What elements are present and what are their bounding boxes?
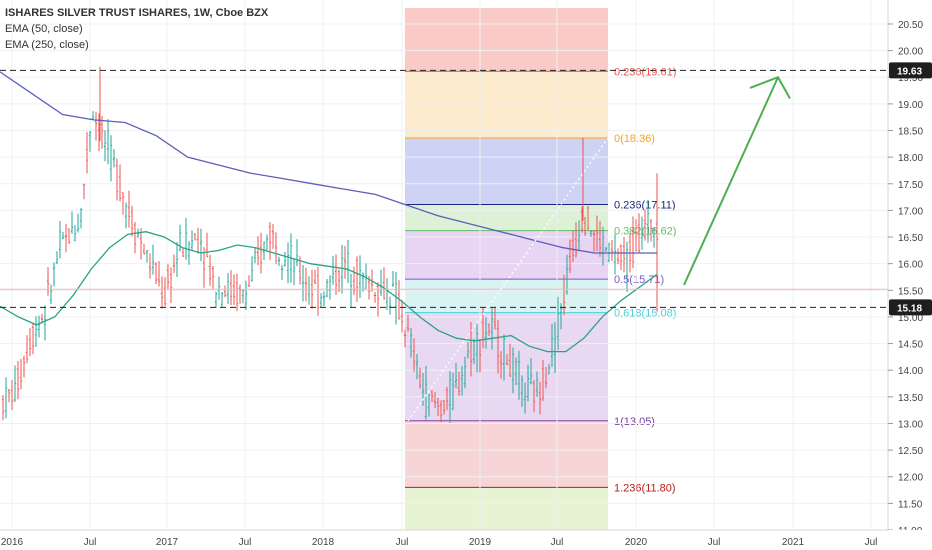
time-tick-label: Jul <box>865 537 878 548</box>
time-tick-label: 2020 <box>625 537 648 548</box>
ema-lines <box>0 71 658 353</box>
price-tick-label: 18.50 <box>898 127 923 138</box>
price-label-text: 15.18 <box>897 303 922 314</box>
price-tick-label: 20.00 <box>898 47 923 58</box>
fib-level-label: 0(18.36) <box>614 133 655 145</box>
price-axis-bg <box>888 0 932 550</box>
price-tick-label: 15.50 <box>898 286 923 297</box>
fib-level-label: 1(13.05) <box>614 416 655 428</box>
time-tick-label: Jul <box>84 537 97 548</box>
price-tick-label: 12.00 <box>898 473 923 484</box>
time-tick-label: 2021 <box>782 537 805 548</box>
fib-band <box>405 137 608 205</box>
projection-arrow-head <box>749 76 791 100</box>
fib-band <box>405 71 608 138</box>
fib-band <box>405 420 608 488</box>
time-axis-bg <box>0 530 932 550</box>
time-tick-label: 2019 <box>469 537 492 548</box>
time-tick-label: Jul <box>708 537 721 548</box>
projection-arrow <box>683 76 779 286</box>
indicator-ema250-label[interactable]: EMA (250, close) <box>5 39 89 51</box>
price-candles <box>1 66 659 423</box>
time-tick-label: 2016 <box>1 537 24 548</box>
price-tick-label: 13.50 <box>898 393 923 404</box>
price-tick-label: 17.00 <box>898 206 923 217</box>
ema50-line <box>0 231 658 353</box>
price-label-bg <box>889 62 932 79</box>
time-tick-label: Jul <box>396 537 409 548</box>
price-tick-label: 16.00 <box>898 260 923 271</box>
symbol-title: ISHARES SILVER TRUST ISHARES, 1W, Cboe B… <box>5 7 269 19</box>
fib-level-label: 0.236(17.11) <box>614 200 676 212</box>
price-label-tag: 15.18 <box>889 299 932 316</box>
price-tick-label: 19.50 <box>898 73 923 84</box>
price-label-bg <box>889 299 932 316</box>
price-tick-label: 14.50 <box>898 340 923 351</box>
price-tick-label: 12.50 <box>898 446 923 457</box>
price-tick-label: 20.50 <box>898 20 923 31</box>
fib-band <box>405 230 608 280</box>
fib-band <box>405 8 608 72</box>
time-tick-label: Jul <box>551 537 564 548</box>
indicator-ema50-label[interactable]: EMA (50, close) <box>5 23 83 35</box>
time-tick-label: 2018 <box>312 537 335 548</box>
fib-level-label: 1.236(11.80) <box>614 482 676 494</box>
grid <box>0 0 888 531</box>
price-tick-label: 11.50 <box>898 499 923 510</box>
ema250-line <box>0 71 657 254</box>
price-tick-label: 17.50 <box>898 180 923 191</box>
fib-level-label: 0.236(19.61) <box>614 66 676 78</box>
price-tick-label: 15.00 <box>898 313 923 324</box>
drawing-overlays <box>0 69 888 422</box>
price-label-text: 19.63 <box>897 66 922 77</box>
price-axis[interactable]: 11.0011.5012.0012.5013.0013.5014.0014.50… <box>887 0 932 550</box>
time-tick-label: Jul <box>239 537 252 548</box>
time-tick-label: 2017 <box>156 537 179 548</box>
price-tick-label: 19.00 <box>898 100 923 111</box>
price-tick-label: 14.00 <box>898 366 923 377</box>
price-tick-label: 13.00 <box>898 419 923 430</box>
chart-legend: ISHARES SILVER TRUST ISHARES, 1W, Cboe B… <box>5 5 268 53</box>
price-tick-label: 16.50 <box>898 233 923 244</box>
price-label-tag: 19.63 <box>889 62 932 79</box>
price-tick-label: 18.00 <box>898 153 923 164</box>
fib-band <box>405 204 608 231</box>
fib-level-label: 0.618(15.08) <box>614 308 676 320</box>
time-axis[interactable]: 2016 Jul 2017 Jul 2018 Jul 2019 Jul 2020 Jul 2021 J… <box>0 529 932 550</box>
fib-band <box>405 487 608 530</box>
